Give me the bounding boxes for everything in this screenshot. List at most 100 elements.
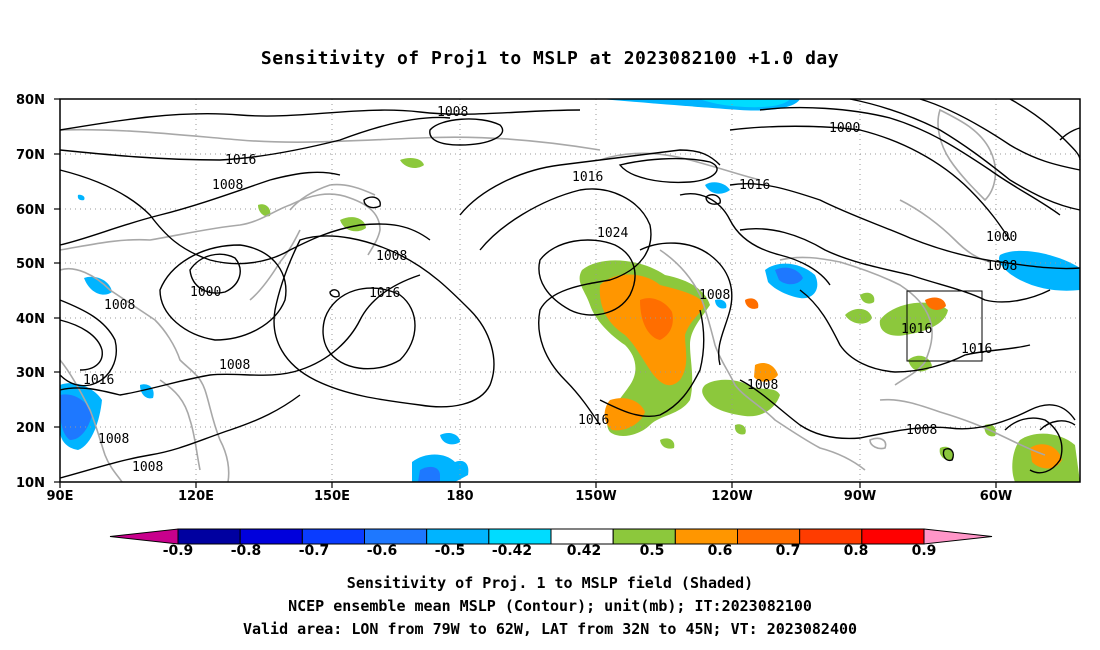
lat-label: 20N xyxy=(16,421,45,436)
contour-label: 1008 xyxy=(132,460,163,475)
shade-green-atl1 xyxy=(845,308,872,324)
contour-line xyxy=(705,194,721,205)
lon-label: 90E xyxy=(47,489,74,504)
coast-indochina xyxy=(159,379,201,471)
lat-label: 60N xyxy=(16,203,45,218)
shade-darkblue-pacific xyxy=(418,466,440,482)
shade-blue-tiny xyxy=(77,194,85,201)
contour-line xyxy=(679,193,831,286)
colorbar-label: -0.7 xyxy=(299,543,330,559)
contour-label: 1008 xyxy=(376,249,407,264)
contour-line xyxy=(599,309,705,417)
longitude-labels: 90E 120E 150E 180 150W 120W 90W 60W xyxy=(47,489,1013,504)
contour-line xyxy=(363,196,381,209)
contour-line xyxy=(459,149,721,216)
lon-label: 90W xyxy=(844,489,876,504)
colorbar-swatch xyxy=(550,528,614,545)
colorbar xyxy=(109,528,993,545)
contour-label: 1008 xyxy=(906,423,937,438)
colorbar-label: -0.8 xyxy=(231,543,262,559)
contour-line xyxy=(59,171,341,246)
shade-green-small2 xyxy=(734,424,746,435)
contour-label: 1016 xyxy=(578,413,609,428)
shade-cyan-arctic xyxy=(700,99,790,108)
contour-line xyxy=(919,98,1081,171)
shade-blue-small xyxy=(715,299,727,309)
contour-line xyxy=(942,448,954,462)
contour-label: 1000 xyxy=(986,230,1017,245)
contour-line xyxy=(59,319,103,371)
lon-label: 60W xyxy=(980,489,1012,504)
contour-label: 1008 xyxy=(98,432,129,447)
colorbar-label: 0.6 xyxy=(708,543,733,559)
contour-line xyxy=(189,253,241,294)
shade-orange-atl xyxy=(925,297,946,310)
colorbar-label: -0.9 xyxy=(163,543,194,559)
shade-blue-pacific2 xyxy=(440,432,460,445)
colorbar-labels: -0.9 -0.8 -0.7 -0.6 -0.5 -0.42 0.42 0.5 … xyxy=(163,543,937,559)
contour-line xyxy=(322,287,416,370)
contour-line xyxy=(1039,420,1076,431)
coast-asia-north xyxy=(59,193,381,256)
contour-line xyxy=(729,182,1081,270)
graticule xyxy=(60,99,1080,482)
contour-line xyxy=(538,239,636,316)
contour-line xyxy=(1009,98,1081,161)
colorbar-swatch xyxy=(861,528,925,545)
contour-label: 1008 xyxy=(747,378,778,393)
shade-orange-small xyxy=(745,298,759,309)
lon-label: 120W xyxy=(711,489,752,504)
coast-greenland xyxy=(937,108,997,202)
coast-kamchatka xyxy=(289,183,376,211)
lat-label: 40N xyxy=(16,312,45,327)
colorbar-swatch xyxy=(674,528,738,545)
lon-label: 180 xyxy=(446,489,473,504)
coast-asia-east xyxy=(59,268,230,483)
colorbar-swatch xyxy=(426,528,490,545)
contour-line xyxy=(59,394,301,479)
shade-orange-south xyxy=(604,398,645,431)
contour-label: 1016 xyxy=(369,286,400,301)
caption-line-2: NCEP ensemble mean MSLP (Contour); unit(… xyxy=(288,597,812,615)
coast-arctic-asia xyxy=(59,128,601,151)
shade-green-small4 xyxy=(939,446,954,461)
contour-labels: 1008 1016 1008 1008 1000 1008 1016 1008 … xyxy=(83,105,1017,475)
map-frame xyxy=(59,98,1081,483)
contour-line xyxy=(849,98,1081,211)
colorbar-swatch xyxy=(737,528,801,545)
contour-line xyxy=(729,125,1011,241)
colorbar-swatch xyxy=(364,528,428,545)
contour-label: 1000 xyxy=(829,121,860,136)
coastlines xyxy=(59,108,1046,483)
contour-line xyxy=(799,289,1031,373)
shade-blue-natl xyxy=(999,250,1080,291)
contour-line xyxy=(759,106,1061,216)
contour-label: 1016 xyxy=(572,170,603,185)
mslp-contours xyxy=(59,98,1081,479)
shade-blue-hudson xyxy=(705,182,730,194)
contour-line xyxy=(329,289,340,298)
lat-label: 70N xyxy=(16,148,45,163)
colorbar-swatch xyxy=(177,528,241,545)
contour-line xyxy=(479,188,652,426)
colorbar-swatch xyxy=(612,528,676,545)
contour-line xyxy=(1004,417,1063,474)
axis-ticks xyxy=(54,98,997,488)
lon-label: 150W xyxy=(575,489,616,504)
shade-orange-carib xyxy=(1030,444,1062,469)
colorbar-label: 0.5 xyxy=(640,543,665,559)
contour-label: 1016 xyxy=(225,153,256,168)
contour-line xyxy=(159,244,287,341)
shade-green-atl4 xyxy=(860,292,875,304)
contour-label: 1008 xyxy=(104,298,135,313)
contour-label: 1008 xyxy=(437,105,468,120)
contour-line xyxy=(429,118,504,146)
contour-label: 1024 xyxy=(597,226,628,241)
shade-blue-sea xyxy=(140,384,154,399)
contour-line xyxy=(59,299,117,387)
contour-label: 1008 xyxy=(699,288,730,303)
colorbar-swatch xyxy=(239,528,303,545)
coast-japan xyxy=(249,229,301,301)
contour-label: 1016 xyxy=(83,373,114,388)
colorbar-swatch xyxy=(799,528,863,545)
